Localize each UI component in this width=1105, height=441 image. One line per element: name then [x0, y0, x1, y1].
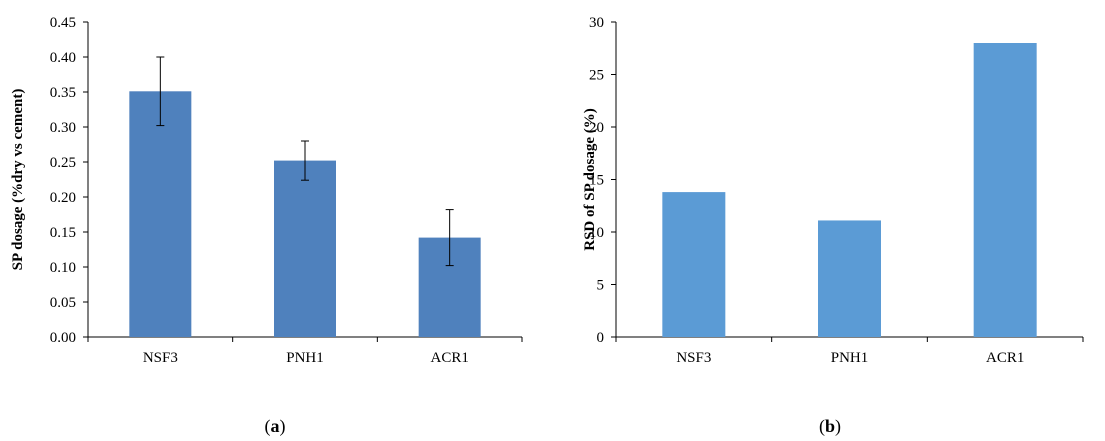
- x-tick-label-nsf3: NSF3: [143, 350, 178, 366]
- y-tick-label: 0.20: [50, 190, 76, 206]
- y-tick-label: 0.40: [50, 50, 76, 66]
- panel-label-letter: a: [271, 416, 280, 436]
- y-axis-title: SP dosage (%dry vs cement): [10, 89, 26, 271]
- x-tick-label-nsf3: NSF3: [676, 350, 711, 366]
- y-tick-label: 20: [589, 120, 604, 136]
- y-tick-label: 0.45: [50, 15, 76, 31]
- y-tick-label: 10: [589, 225, 604, 241]
- x-tick-label-acr1: ACR1: [430, 350, 468, 366]
- y-tick-label: 0.30: [50, 120, 76, 136]
- y-tick-label: 0.35: [50, 85, 76, 101]
- panel-label-open-paren: (: [265, 416, 271, 437]
- y-tick-label: 0: [597, 330, 605, 346]
- y-tick-label: 25: [589, 68, 604, 84]
- panel-label-letter: b: [825, 416, 835, 436]
- panel-label-close-paren: ): [280, 416, 286, 437]
- y-tick-label: 15: [589, 173, 604, 189]
- y-tick-label: 5: [597, 278, 605, 294]
- y-tick-label: 0.10: [50, 260, 76, 276]
- x-tick-label-pnh1: PNH1: [286, 350, 324, 366]
- x-tick-label-acr1: ACR1: [986, 350, 1024, 366]
- y-tick-label: 0.05: [50, 295, 76, 311]
- bar-nsf3: [662, 192, 726, 337]
- y-tick-label: 30: [589, 15, 604, 31]
- y-axis-title: RSD of SP dosage (%): [582, 108, 598, 251]
- bar-acr1: [973, 43, 1037, 337]
- bar-nsf3: [129, 91, 192, 337]
- chart-panel-a: 0.00 0.05 0.10 0.15 0.20 0.25 0.30 0.35 0.40 0.45…: [10, 15, 523, 437]
- panel-label: (b): [819, 416, 841, 437]
- y-tick-label: 0.15: [50, 225, 76, 241]
- panel-label-close-paren: ): [835, 416, 841, 437]
- panel-label: (a): [265, 416, 286, 437]
- panel-label-open-paren: (: [819, 416, 825, 437]
- y-tick-label: 0.00: [50, 330, 76, 346]
- bar-pnh1: [818, 220, 881, 337]
- chart-panel-b: 0 5 10 15 20 25 30 NSF3 PNH1 ACR1 RSD of SP dosage…: [582, 15, 1084, 437]
- y-tick-label: 0.25: [50, 155, 76, 171]
- x-tick-label-pnh1: PNH1: [831, 350, 869, 366]
- bar-pnh1: [274, 160, 336, 337]
